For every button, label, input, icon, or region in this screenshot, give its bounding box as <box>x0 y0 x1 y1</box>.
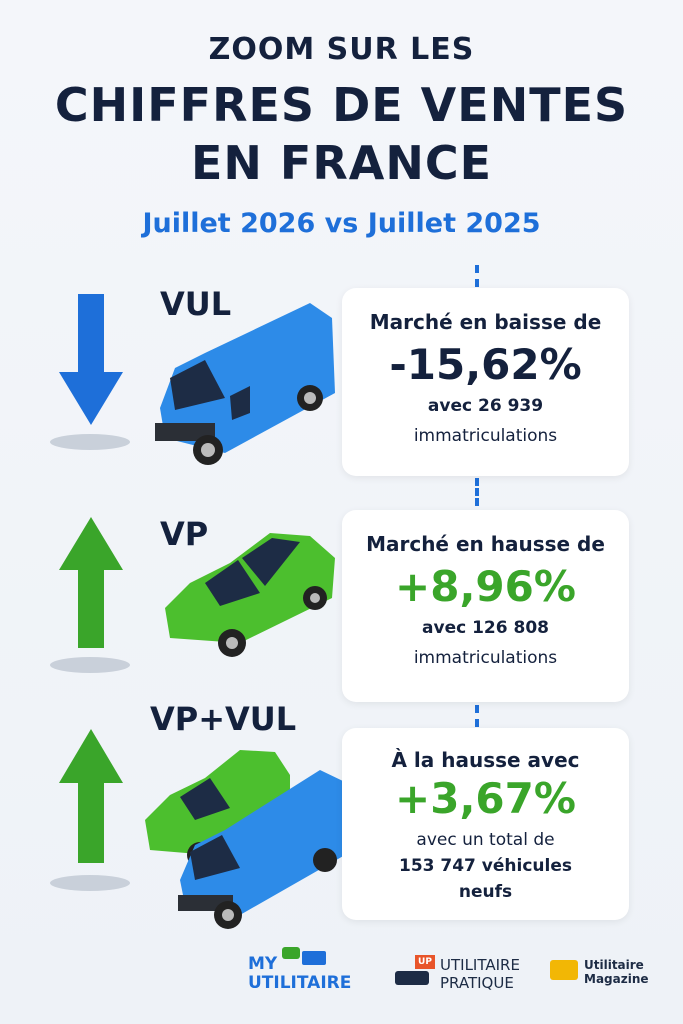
logo-text: UTILITAIRE <box>440 956 520 974</box>
car-van-icon <box>145 750 345 929</box>
subtitle: Juillet 2026 vs Juillet 2025 <box>142 208 541 239</box>
card-figure: +8,96% <box>395 562 576 611</box>
card-detail: neufs <box>458 882 513 902</box>
logo: UTILITAIRE PRATIQUE <box>440 956 520 992</box>
arrow-down <box>50 294 130 450</box>
card-figure: -15,62% <box>389 340 582 389</box>
title: CHIFFRES DE VENTES <box>54 78 629 132</box>
logo-text: Utilitaire <box>584 958 644 972</box>
logo-icon: UP <box>395 955 437 991</box>
connector <box>475 705 479 727</box>
stat-card: Marché en hausse de +8,96% avec 126 808 … <box>342 510 629 702</box>
kicker: ZOOM SUR LES <box>208 32 475 67</box>
van-icon <box>155 303 335 465</box>
car-icon <box>165 533 335 657</box>
section-label: VP+VUL <box>150 700 297 738</box>
section-label: VUL <box>160 285 232 323</box>
card-detail: avec 126 808 <box>422 618 549 638</box>
stat-card: À la hausse avec +3,67% avec un total de… <box>342 728 629 920</box>
card-detail: avec un total de <box>416 830 555 850</box>
card-figure: +3,67% <box>395 774 576 823</box>
card-heading: Marché en baisse de <box>369 310 602 334</box>
logo: Utilitaire Magazine <box>584 958 649 986</box>
arrow-up <box>50 517 130 673</box>
arrow-up <box>50 729 130 891</box>
connector <box>475 265 479 287</box>
logo-text: PRATIQUE <box>440 974 514 992</box>
logo-icon <box>550 960 578 980</box>
logo-icon <box>282 947 326 965</box>
title: EN FRANCE <box>190 136 493 190</box>
card-detail: 153 747 véhicules <box>398 856 572 876</box>
connector <box>475 478 479 506</box>
logo-text: MY <box>248 954 278 974</box>
logo: MY UTILITAIRE <box>248 955 351 993</box>
card-detail: immatriculations <box>413 648 558 668</box>
section-label: VP <box>160 515 209 553</box>
card-detail: avec 26 939 <box>427 396 544 416</box>
card-heading: Marché en hausse de <box>366 532 605 556</box>
card-detail: immatriculations <box>413 426 558 446</box>
logo-text: Magazine <box>584 972 649 986</box>
logo-badge: UP <box>415 955 435 969</box>
card-heading: À la hausse avec <box>391 748 580 772</box>
logo-text: UTILITAIRE <box>248 973 352 993</box>
stat-card: Marché en baisse de -15,62% avec 26 939 … <box>342 288 629 476</box>
